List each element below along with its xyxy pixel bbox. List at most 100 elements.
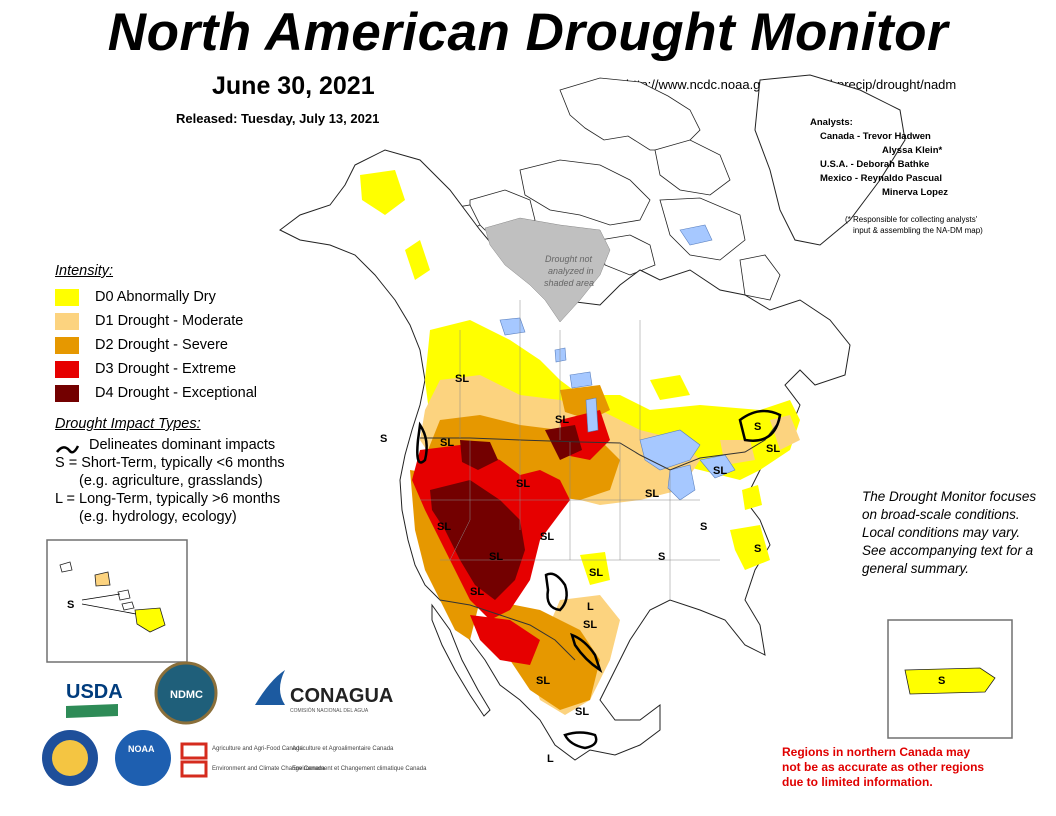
svg-text:Agriculture and Agri-Food Cana: Agriculture and Agri-Food Canada: [212, 746, 303, 752]
doc-seal: [42, 730, 98, 786]
legend-label-d1: D1 Drought - Moderate: [95, 313, 244, 329]
label-sl: SL: [645, 488, 659, 500]
analysts-note-line: input & assembling the NA-DM map): [853, 226, 983, 235]
impact-long-term: L = Long-Term, typically >6 months: [55, 491, 281, 507]
svg-text:CONAGUA: CONAGUA: [290, 685, 393, 707]
d4-areas: [430, 425, 582, 600]
hawaii-inset-frame: [46, 539, 188, 663]
impact-line-symbol: [56, 445, 80, 454]
impact-delineations: [416, 409, 782, 750]
svg-text:USDA: USDA: [66, 681, 123, 703]
label-sl: SL: [516, 478, 530, 490]
analysts-note: (* Responsible for collecting analysts' …: [845, 214, 983, 236]
label-s: S: [658, 551, 665, 563]
map-labels: SL SL SL SL SL SL SL SL SL SL SL SL SL S…: [380, 373, 780, 765]
legend-swatch-d0: [55, 288, 79, 306]
analyst-row: U.S.A. - Deborah Bathke: [820, 159, 930, 170]
svg-text:NDMC: NDMC: [170, 689, 203, 701]
label-sl: SL: [440, 437, 454, 449]
svg-text:Environment and Climate Change: Environment and Climate Change Canada: [212, 766, 325, 772]
label-l: L: [547, 753, 554, 765]
analysts-block: Analysts: Canada - Trevor Hadwen Alyssa …: [810, 116, 948, 200]
conagua-logo: CONAGUA COMISIÓN NACIONAL DEL AGUA: [255, 670, 393, 714]
arctic-islands: [439, 77, 781, 301]
impact-short-term: S = Short-Term, typically <6 months: [55, 455, 285, 471]
not-analyzed-area: [484, 217, 611, 323]
hawaii-impact-pointer: [81, 593, 121, 601]
map-title: North American Drought Monitor: [107, 3, 949, 62]
release-date: Released: Tuesday, July 13, 2021: [176, 111, 380, 126]
puerto-rico-island: [904, 667, 996, 695]
water-bodies: [499, 224, 736, 501]
hawaii-impact-pointer: [81, 603, 137, 615]
country-borders: [420, 419, 781, 661]
label-s: S: [754, 543, 761, 555]
legend-label-d3: D3 Drought - Extreme: [95, 361, 237, 377]
analyst-row: Mexico - Reynaldo Pascual: [820, 173, 942, 184]
label-s: S: [754, 421, 761, 433]
canada-departments: Agriculture and Agri-Food Canada Agricul…: [212, 746, 427, 772]
label-sl: SL: [540, 531, 554, 543]
label-s: S: [380, 433, 387, 445]
analysts-heading: Analysts:: [810, 117, 853, 128]
legend-swatch-d1: [55, 312, 79, 330]
label-sl: SL: [470, 586, 484, 598]
label-l: L: [587, 601, 594, 613]
legend-item-d3: D3 Drought - Extreme: [55, 357, 257, 381]
label-sl: SL: [766, 443, 780, 455]
legend-item-d0: D0 Abnormally Dry: [55, 285, 257, 309]
intensity-legend: Intensity: D0 Abnormally Dry D1 Drought …: [55, 263, 257, 405]
ndmc-logo: NDMC: [154, 661, 218, 725]
label-sl: SL: [555, 414, 569, 426]
svg-text:NOAA: NOAA: [128, 744, 155, 754]
greenland: [754, 74, 906, 246]
baja-california: [431, 603, 491, 717]
impact-short-term-example: (e.g. agriculture, grasslands): [79, 473, 263, 489]
legend-swatch-d4: [55, 384, 79, 402]
warning-line: Regions in northern Canada may: [782, 745, 971, 759]
impact-line-desc: Delineates dominant impacts: [89, 437, 276, 453]
impact-title: Drought Impact Types:: [55, 416, 201, 432]
canada-flags: [180, 742, 208, 778]
not-analyzed-label-1: Drought not: [545, 254, 593, 264]
northern-canada-warning: Regions in northern Canada may not be as…: [782, 745, 984, 790]
analysts-note-line: (* Responsible for collecting analysts': [845, 215, 978, 224]
not-analyzed-label-2: analyzed in: [548, 266, 594, 276]
legend-title: Intensity:: [55, 263, 114, 279]
label-sl: SL: [489, 551, 503, 563]
label-sl: SL: [583, 619, 597, 631]
legend-label-d0: D0 Abnormally Dry: [95, 289, 216, 305]
legend-item-d4: D4 Drought - Exceptional: [55, 381, 257, 405]
noaa-logo: NOAA: [115, 730, 171, 786]
analyst-row: Canada - Trevor Hadwen: [820, 131, 931, 142]
label-sl: SL: [713, 465, 727, 477]
map-date: June 30, 2021: [212, 72, 375, 100]
hawaii-impact-label: S: [67, 599, 74, 611]
legend-item-d2: D2 Drought - Severe: [55, 333, 257, 357]
svg-text:COMISIÓN NACIONAL DEL AGUA: COMISIÓN NACIONAL DEL AGUA: [290, 707, 369, 714]
legend-swatch-d2: [55, 336, 79, 354]
svg-text:Environnement et Changement cl: Environnement et Changement climatique C…: [292, 766, 427, 772]
summary-note: The Drought Monitor focuses on broad-sca…: [862, 489, 1037, 576]
analyst-row: Minerva Lopez: [882, 187, 948, 198]
legend-label-d2: D2 Drought - Severe: [95, 337, 228, 353]
internal-borders: [420, 300, 720, 600]
legend-item-d1: D1 Drought - Moderate: [55, 309, 257, 333]
label-sl: SL: [575, 706, 589, 718]
puerto-rico-impact-label: S: [938, 675, 945, 687]
label-sl: SL: [437, 521, 451, 533]
analyst-row: Alyssa Klein*: [882, 145, 943, 156]
legend-label-d4: D4 Drought - Exceptional: [95, 385, 257, 401]
label-sl: SL: [536, 675, 550, 687]
warning-line: due to limited information.: [782, 775, 933, 789]
label-s: S: [700, 521, 707, 533]
impact-legend: Drought Impact Types: Delineates dominan…: [55, 415, 285, 526]
not-analyzed-label-3: shaded area: [544, 278, 594, 288]
legend-swatch-d3: [55, 360, 79, 378]
label-sl: SL: [455, 373, 469, 385]
label-sl: SL: [589, 567, 603, 579]
usda-logo: USDA: [66, 681, 123, 718]
svg-text:Agriculture et Agroalimentaire: Agriculture et Agroalimentaire Canada: [292, 746, 394, 752]
impact-long-term-example: (e.g. hydrology, ecology): [79, 509, 237, 525]
